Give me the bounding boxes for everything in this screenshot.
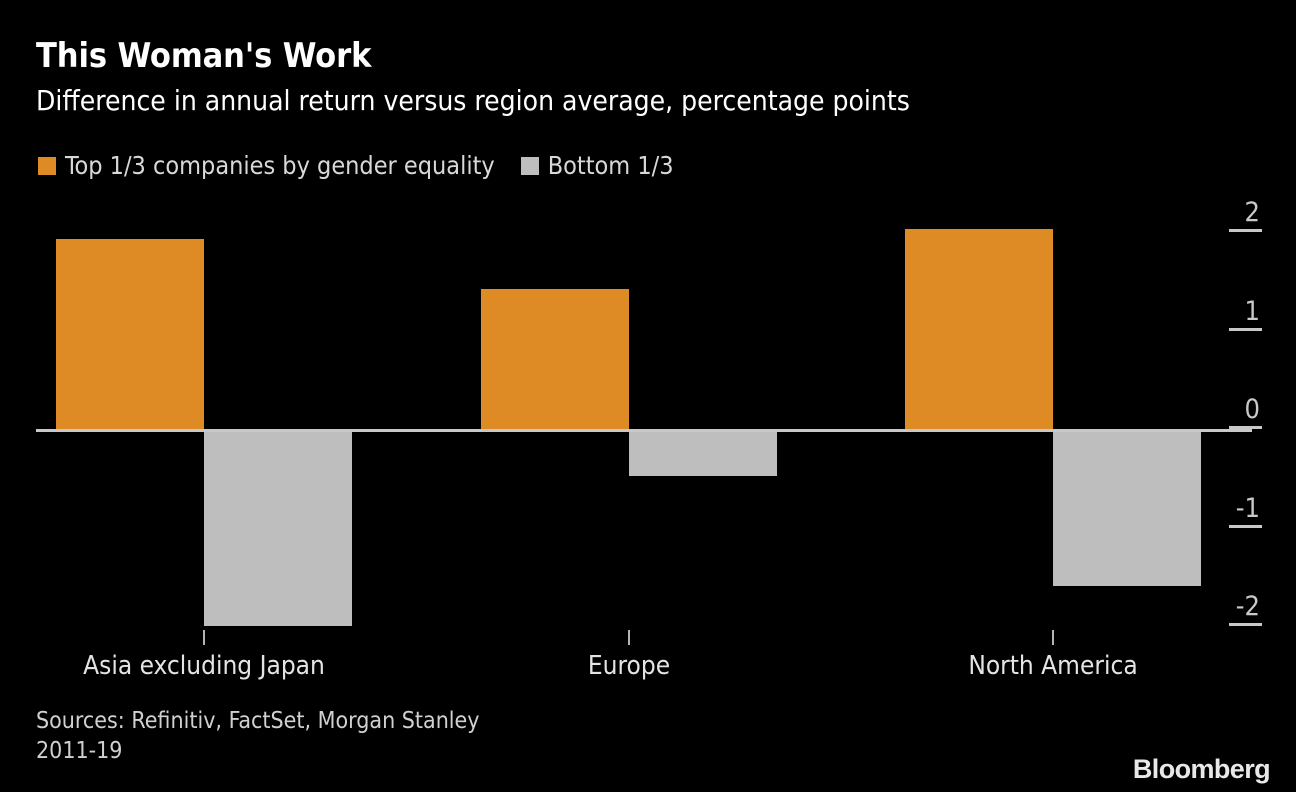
y-tick-0: 0 xyxy=(1216,391,1282,429)
bar-top-third-asia-excluding-japan xyxy=(56,238,204,429)
bloomberg-logo: Bloomberg xyxy=(1132,754,1271,784)
zero-baseline xyxy=(36,429,1252,432)
y-tick-mark xyxy=(1229,229,1262,232)
bar-top-third-north-america xyxy=(905,229,1053,429)
y-tick-mark xyxy=(1229,623,1262,626)
y-tick-label: 2 xyxy=(1244,197,1260,228)
y-tick-mark xyxy=(1229,426,1262,429)
source-note-line1: Sources: Refinitiv, FactSet, Morgan Stan… xyxy=(36,708,480,734)
y-tick-label: 1 xyxy=(1244,295,1260,327)
x-tick-mark xyxy=(203,630,205,645)
x-axis-label-north-america: North America xyxy=(968,651,1138,681)
y-tick-label: -2 xyxy=(1235,591,1260,622)
chart-title: This Woman's Work xyxy=(36,36,372,76)
legend-swatch-orange-icon xyxy=(38,157,56,175)
y-tick-1: 1 xyxy=(1216,293,1282,331)
y-axis: 2 1 0 -1 -2 xyxy=(1216,0,1296,792)
bar-bottom-third-asia-excluding-japan xyxy=(204,429,352,626)
y-tick-label: 0 xyxy=(1244,394,1260,425)
x-tick-mark xyxy=(1052,630,1054,645)
y-tick-mark xyxy=(1229,327,1262,331)
legend-swatch-gray-icon xyxy=(520,157,539,175)
legend-item-bottom-third[interactable]: Bottom 1/3 xyxy=(520,151,674,180)
y-tick-2: 2 xyxy=(1216,194,1282,232)
x-axis-label-asia-excluding-japan: Asia excluding Japan xyxy=(83,651,325,681)
y-tick-neg1: -1 xyxy=(1216,490,1282,528)
bar-bottom-third-north-america xyxy=(1053,429,1201,586)
y-tick-neg2: -2 xyxy=(1216,588,1282,626)
chart-subtitle: Difference in annual return versus regio… xyxy=(36,84,910,117)
y-tick-label: -1 xyxy=(1235,492,1260,524)
x-axis-label-europe: Europe xyxy=(587,651,671,681)
legend-item-top-third[interactable]: Top 1/3 companies by gender equality xyxy=(38,152,495,180)
bar-top-third-europe xyxy=(481,289,629,429)
x-tick-mark xyxy=(628,630,630,645)
legend-label-top-third: Top 1/3 companies by gender equality xyxy=(65,151,495,180)
y-tick-mark xyxy=(1229,524,1262,528)
chart-legend: Top 1/3 companies by gender equality Bot… xyxy=(38,152,674,180)
bar-bottom-third-europe xyxy=(629,429,777,477)
source-note-line2: 2011-19 xyxy=(36,738,123,764)
legend-label-bottom-third: Bottom 1/3 xyxy=(547,151,674,180)
